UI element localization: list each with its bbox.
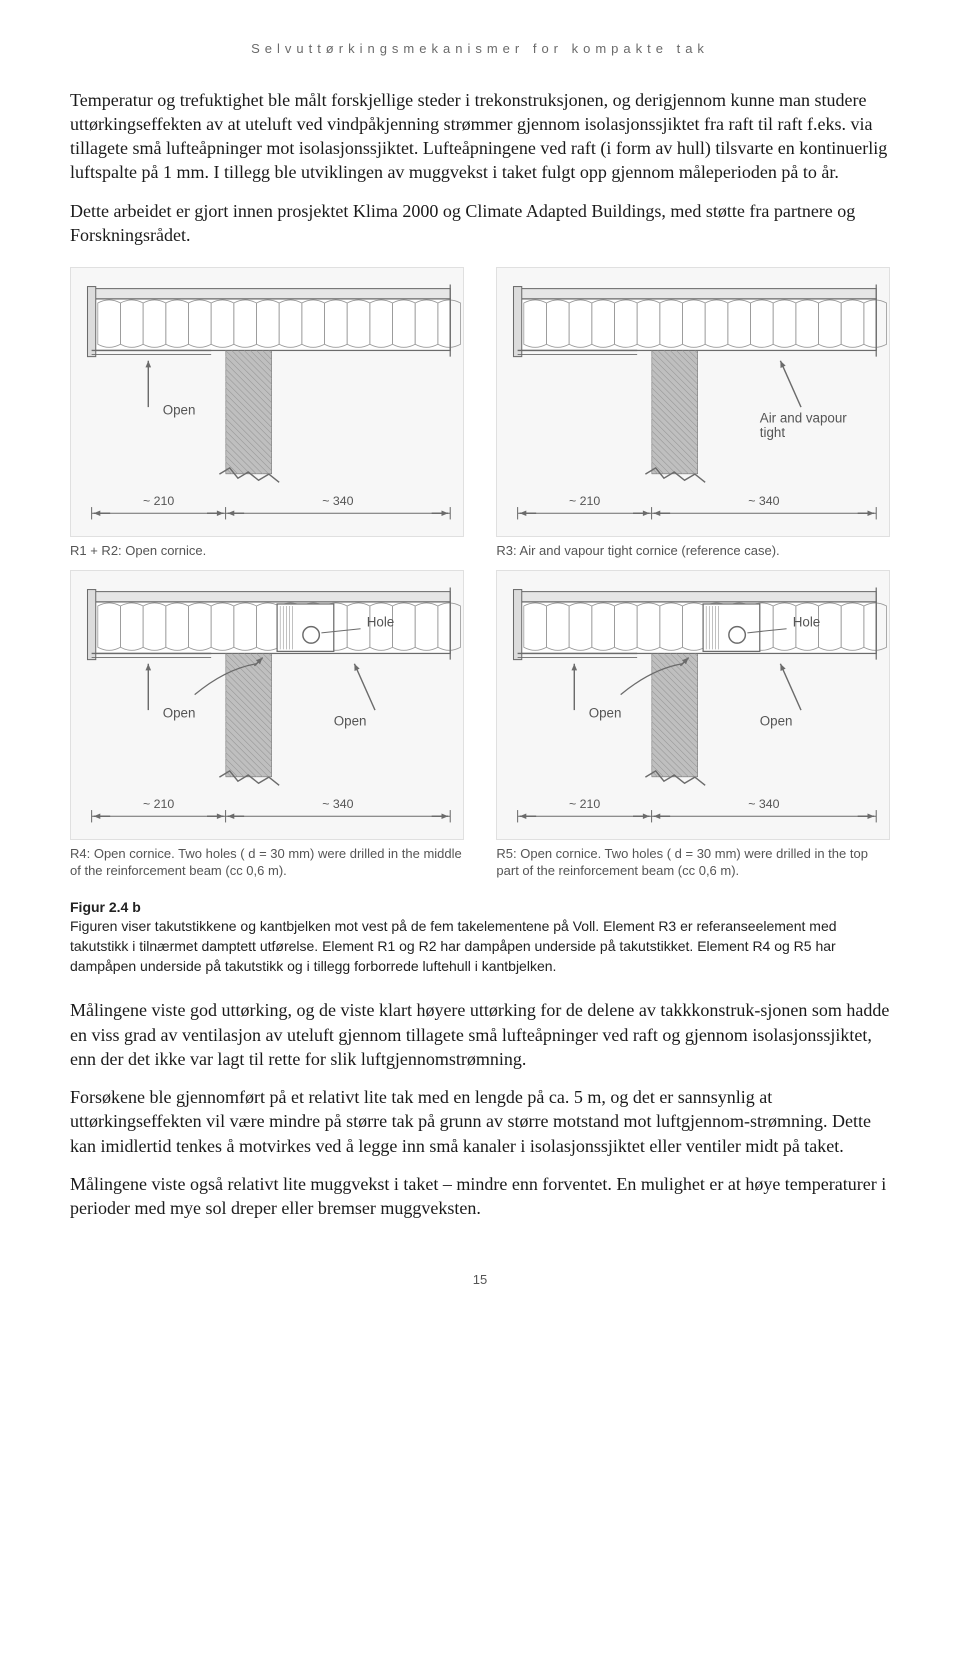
figure-subcaption: R3: Air and vapour tight cornice (refere… [496, 543, 779, 560]
figure-grid: Open ~ 210 ~ 340 R1 + R2: Open cornice. Air … [70, 267, 890, 880]
svg-text:~ 340: ~ 340 [749, 494, 780, 508]
figure-subcaption: R4: Open cornice. Two holes ( d = 30 mm)… [70, 846, 464, 880]
caption-body: Figuren viser takutstikkene og kantbjelk… [70, 917, 890, 976]
running-header: Selvuttørkingsmekanismer for kompakte ta… [70, 40, 890, 58]
svg-text:~ 340: ~ 340 [322, 797, 353, 811]
svg-text:~ 210: ~ 210 [143, 797, 174, 811]
figure-cell: Hole Open Open ~ 210 ~ 340 R5: Open cornice. … [496, 570, 890, 880]
svg-text:Hole: Hole [793, 615, 821, 630]
page-number: 15 [70, 1271, 890, 1289]
caption-head: Figur 2.4 b [70, 898, 890, 918]
svg-text:Hole: Hole [367, 615, 395, 630]
svg-text:~ 340: ~ 340 [322, 494, 353, 508]
cornice-diagram: Hole Open Open ~ 210 ~ 340 [70, 570, 464, 840]
cornice-diagram: Open ~ 210 ~ 340 [70, 267, 464, 537]
figure-cell: Open ~ 210 ~ 340 R1 + R2: Open cornice. [70, 267, 464, 560]
svg-text:Air and vapourtight: Air and vapourtight [760, 411, 848, 440]
cornice-diagram: Hole Open Open ~ 210 ~ 340 [496, 570, 890, 840]
figure-subcaption: R5: Open cornice. Two holes ( d = 30 mm)… [496, 846, 890, 880]
svg-text:Open: Open [589, 705, 622, 720]
figure-caption: Figur 2.4 b Figuren viser takutstikkene … [70, 898, 890, 976]
svg-text:Open: Open [334, 714, 367, 729]
svg-text:~ 340: ~ 340 [749, 797, 780, 811]
svg-text:Open: Open [163, 403, 196, 418]
intro-paragraph-2: Dette arbeidet er gjort innen prosjektet… [70, 199, 890, 248]
body-paragraph: Forsøkene ble gjennomført på et relativt… [70, 1085, 890, 1158]
body-paragraph: Målingene viste god uttørking, og de vis… [70, 998, 890, 1071]
body-paragraph: Målingene viste også relativt lite muggv… [70, 1172, 890, 1221]
svg-text:Open: Open [163, 705, 196, 720]
figure-cell: Air and vapourtight ~ 210 ~ 340 R3: Air and… [496, 267, 890, 560]
svg-text:Open: Open [760, 714, 793, 729]
intro-paragraph-1: Temperatur og trefuktighet ble målt fors… [70, 88, 890, 185]
figure-subcaption: R1 + R2: Open cornice. [70, 543, 206, 560]
svg-text:~ 210: ~ 210 [569, 494, 600, 508]
svg-text:~ 210: ~ 210 [569, 797, 600, 811]
svg-text:~ 210: ~ 210 [143, 494, 174, 508]
figure-cell: Hole Open Open ~ 210 ~ 340 R4: Open cornice. … [70, 570, 464, 880]
cornice-diagram: Air and vapourtight ~ 210 ~ 340 [496, 267, 890, 537]
